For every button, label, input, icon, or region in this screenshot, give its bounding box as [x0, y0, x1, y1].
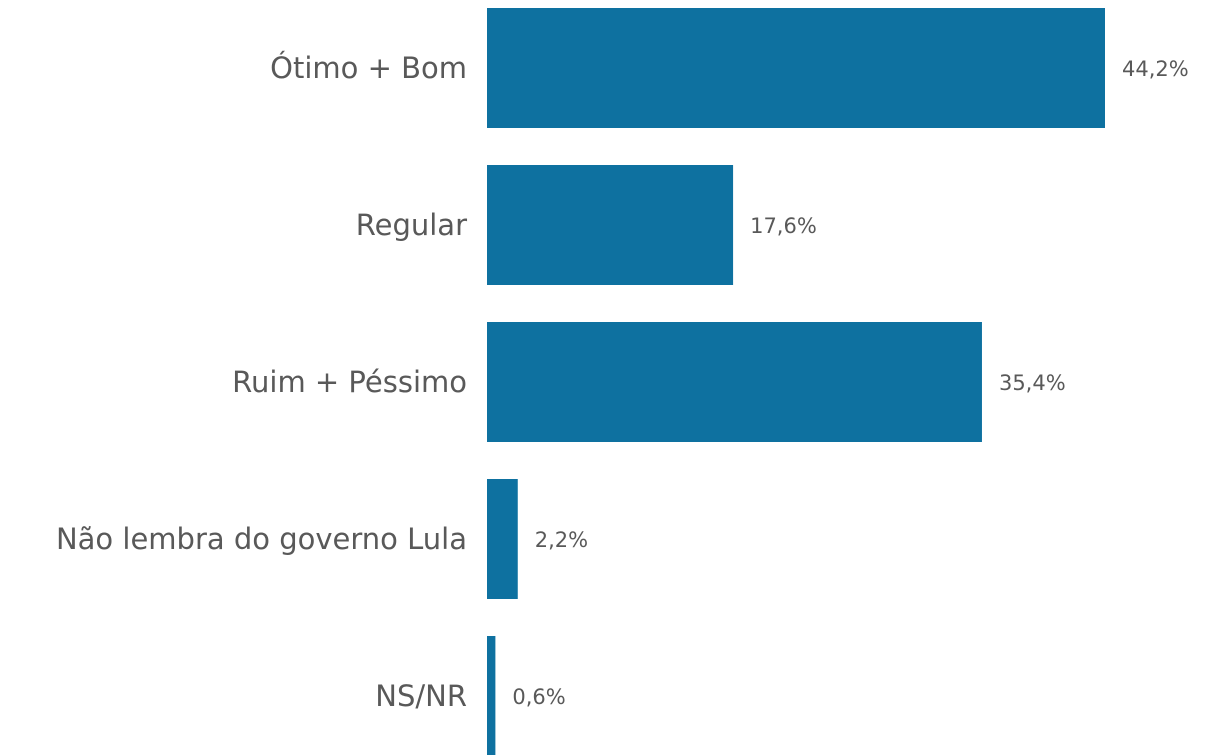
value-label: 17,6%: [750, 214, 817, 238]
value-label: 44,2%: [1122, 57, 1189, 81]
category-label: NS/NR: [375, 679, 467, 713]
bar: [487, 479, 518, 599]
bar: [487, 8, 1105, 128]
bar: [487, 322, 982, 442]
category-label: Não lembra do governo Lula: [56, 522, 467, 556]
value-label: 2,2%: [535, 528, 588, 552]
bar: [487, 165, 734, 285]
value-label: 35,4%: [999, 371, 1066, 395]
category-label: Regular: [356, 208, 467, 242]
category-label: Ótimo + Bom: [270, 51, 467, 85]
bar: [487, 636, 496, 755]
value-label: 0,6%: [512, 685, 565, 709]
category-label: Ruim + Péssimo: [232, 365, 467, 399]
